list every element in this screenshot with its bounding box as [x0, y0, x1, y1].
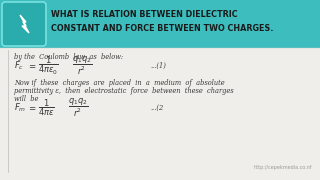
Text: ...(2: ...(2: [150, 104, 163, 112]
Text: permittivity ε,  then  electrostatic  force  between  these  charges: permittivity ε, then electrostatic force…: [14, 87, 234, 95]
Text: will  be: will be: [14, 95, 38, 103]
Bar: [0, 0, 320, 48]
Text: $F_m$: $F_m$: [14, 102, 26, 114]
Text: CONSTANT AND FORCE BETWEEN TWO CHARGES.: CONSTANT AND FORCE BETWEEN TWO CHARGES.: [51, 24, 273, 33]
Text: http://cepekmedia.co.nf: http://cepekmedia.co.nf: [253, 165, 312, 170]
Text: $=$: $=$: [27, 103, 37, 112]
Text: by the  Coulomb  law  as  below:: by the Coulomb law as below:: [14, 53, 123, 61]
Text: $\dfrac{1}{4\pi\varepsilon_0}$: $\dfrac{1}{4\pi\varepsilon_0}$: [38, 55, 59, 77]
Text: $F_c$: $F_c$: [14, 60, 24, 72]
Text: $\dfrac{1}{4\pi\varepsilon}$: $\dfrac{1}{4\pi\varepsilon}$: [38, 98, 55, 118]
Text: $\dfrac{q_1 q_2}{r^2}$: $\dfrac{q_1 q_2}{r^2}$: [68, 97, 89, 119]
Text: ...(1): ...(1): [150, 62, 166, 70]
Text: Now if  these  charges  are  placed  in  a  medium  of  absolute: Now if these charges are placed in a med…: [14, 79, 225, 87]
Text: $\dfrac{q_1 q_2}{r^2}$: $\dfrac{q_1 q_2}{r^2}$: [72, 55, 92, 77]
Text: $=$: $=$: [27, 62, 37, 71]
Text: WHAT IS RELATION BETWEEN DIELECTRIC: WHAT IS RELATION BETWEEN DIELECTRIC: [51, 10, 238, 19]
Polygon shape: [20, 15, 29, 33]
FancyBboxPatch shape: [2, 2, 46, 46]
